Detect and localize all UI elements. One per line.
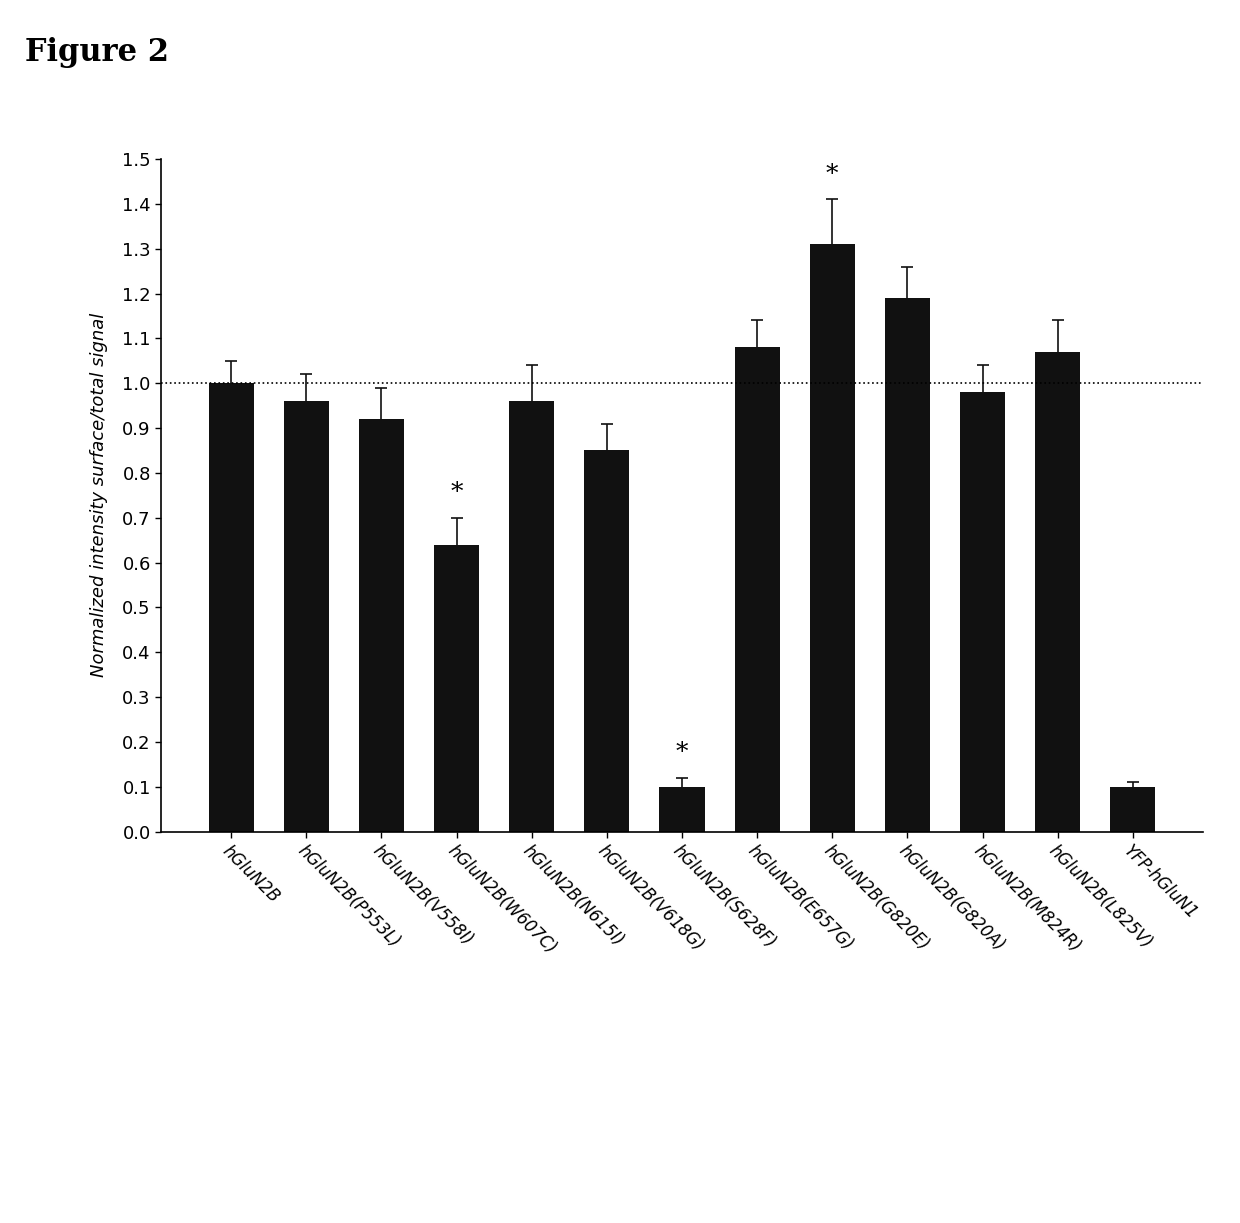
Bar — [960, 393, 1006, 832]
Bar — [434, 544, 479, 832]
Bar — [358, 419, 404, 832]
Y-axis label: Normalized intensity surface/total signal: Normalized intensity surface/total signa… — [91, 313, 108, 678]
Bar — [734, 347, 780, 832]
Bar — [284, 401, 329, 832]
Text: *: * — [826, 163, 838, 186]
Bar — [885, 298, 930, 832]
Text: *: * — [676, 741, 688, 764]
Bar — [510, 401, 554, 832]
Bar — [810, 245, 854, 832]
Bar — [1035, 352, 1080, 832]
Bar — [584, 450, 630, 832]
Bar — [208, 383, 254, 832]
Text: Figure 2: Figure 2 — [25, 37, 169, 67]
Bar — [660, 786, 704, 832]
Text: *: * — [450, 482, 463, 504]
Bar — [1110, 786, 1156, 832]
